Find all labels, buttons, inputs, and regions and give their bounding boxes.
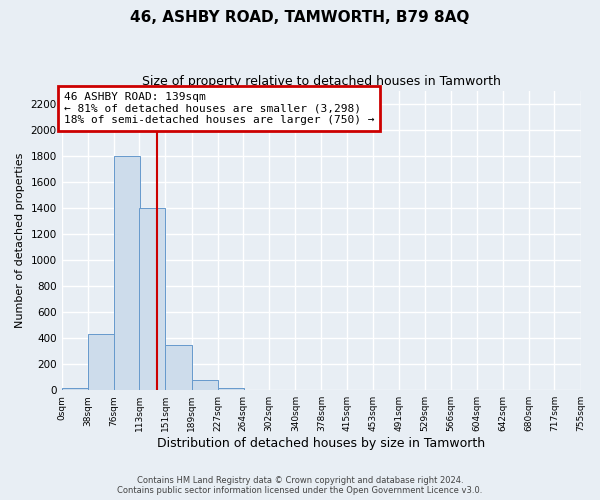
Bar <box>139 208 166 390</box>
Text: 46 ASHBY ROAD: 139sqm
← 81% of detached houses are smaller (3,298)
18% of semi-d: 46 ASHBY ROAD: 139sqm ← 81% of detached … <box>64 92 374 125</box>
Text: 46, ASHBY ROAD, TAMWORTH, B79 8AQ: 46, ASHBY ROAD, TAMWORTH, B79 8AQ <box>130 10 470 25</box>
Bar <box>62 388 88 390</box>
Bar <box>114 156 140 390</box>
Bar <box>191 380 218 390</box>
Bar <box>166 344 191 390</box>
Title: Size of property relative to detached houses in Tamworth: Size of property relative to detached ho… <box>142 75 500 88</box>
Text: Contains HM Land Registry data © Crown copyright and database right 2024.
Contai: Contains HM Land Registry data © Crown c… <box>118 476 482 495</box>
X-axis label: Distribution of detached houses by size in Tamworth: Distribution of detached houses by size … <box>157 437 485 450</box>
Bar <box>218 388 244 390</box>
Bar <box>88 334 114 390</box>
Y-axis label: Number of detached properties: Number of detached properties <box>15 152 25 328</box>
